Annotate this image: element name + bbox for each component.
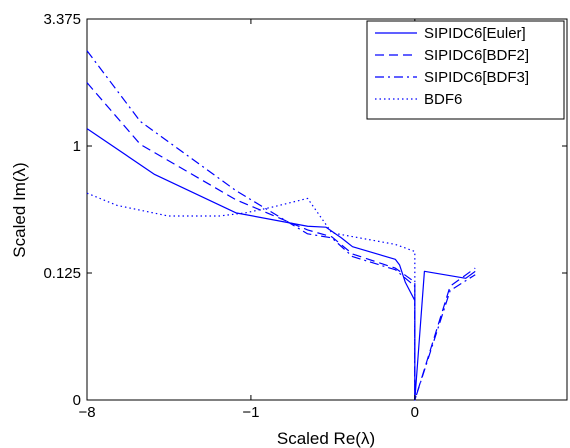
legend-box <box>366 20 565 120</box>
x-tick-label: −8 <box>78 404 95 421</box>
x-tick-label: 0 <box>411 404 419 421</box>
legend-label-2: SIPIDC6[BDF3] <box>424 69 529 86</box>
legend-label-1: SIPIDC6[BDF2] <box>424 47 529 64</box>
series-line-3 <box>86 192 416 400</box>
y-tick-label: 1 <box>73 138 81 155</box>
y-axis-label: Scaled Im(λ) <box>10 162 29 257</box>
series-line-1 <box>86 82 476 401</box>
y-tick-label: 3.375 <box>43 11 81 28</box>
legend: SIPIDC6[Euler] SIPIDC6[BDF2] SIPIDC6[BDF3]… <box>366 20 565 120</box>
series-layer <box>86 50 476 401</box>
legend-label-0: SIPIDC6[Euler] <box>424 25 526 42</box>
y-tick-label: 0.125 <box>43 265 81 282</box>
series-line-0 <box>86 128 476 401</box>
x-axis-label: Scaled Re(λ) <box>277 429 375 448</box>
tick-layer: −8 −1 0 0 0.125 1 3.375 <box>43 11 567 421</box>
series-line-2 <box>86 50 476 401</box>
y-tick-label: 0 <box>73 392 81 409</box>
legend-label-3: BDF6 <box>424 91 462 108</box>
x-tick-label: −1 <box>242 404 259 421</box>
